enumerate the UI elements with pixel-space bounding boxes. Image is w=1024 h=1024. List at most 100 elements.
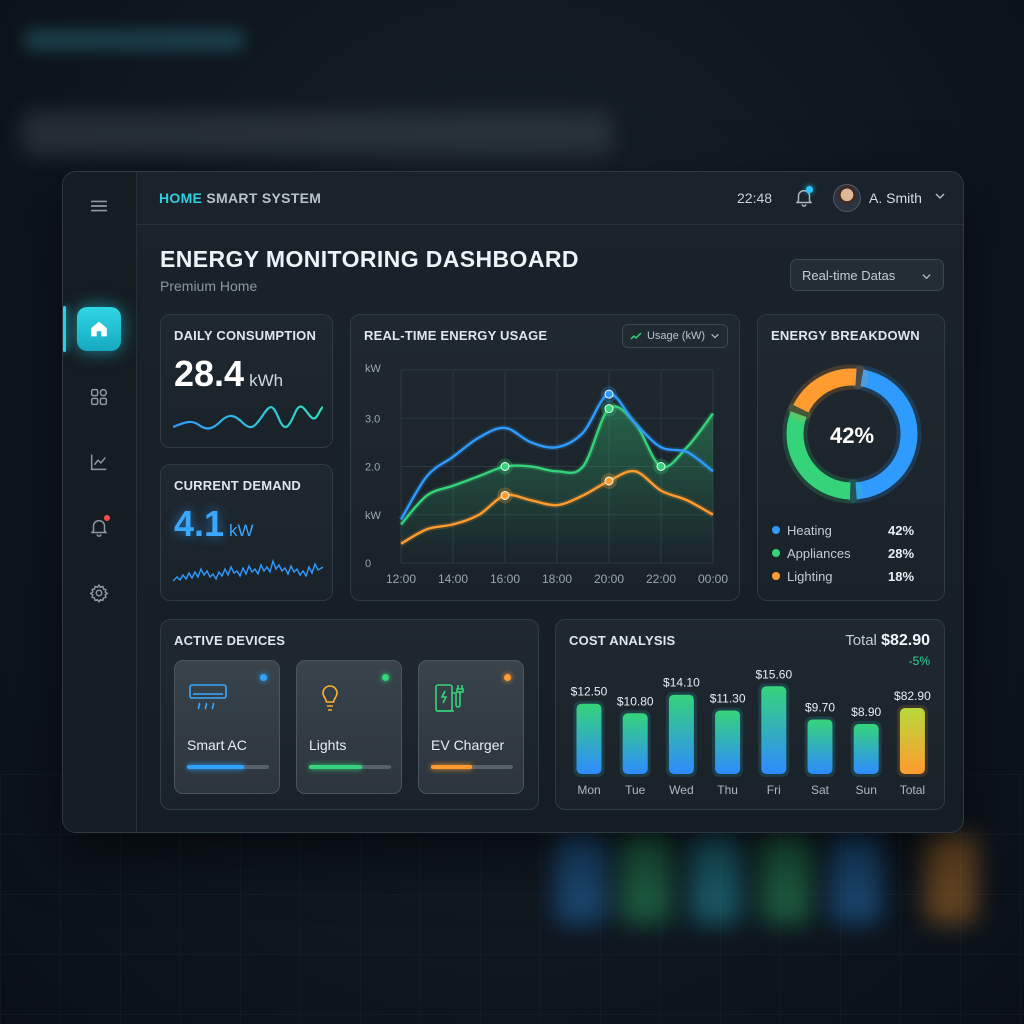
card-title: REAL-TIME ENERGY USAGE bbox=[364, 328, 548, 343]
usage-dropdown[interactable]: Usage (kW) bbox=[621, 324, 728, 348]
device-name: Lights bbox=[309, 737, 347, 753]
sidebar-item-home[interactable] bbox=[77, 307, 121, 351]
brand-logo: HOME SMART SYSTEM bbox=[159, 190, 322, 206]
chevron-down-icon bbox=[711, 333, 719, 339]
chevron-down-icon[interactable] bbox=[934, 190, 946, 202]
user-name[interactable]: A. Smith bbox=[869, 190, 922, 206]
cost-total: Total $82.90 bbox=[845, 632, 930, 649]
avatar[interactable] bbox=[833, 184, 861, 212]
menu-button[interactable] bbox=[79, 186, 119, 226]
donut-slice-lighting bbox=[793, 368, 857, 413]
data-mode-select[interactable]: Real-time Datas bbox=[790, 259, 944, 291]
sidebar-item-notifications[interactable] bbox=[79, 507, 119, 547]
page-title: ENERGY MONITORING DASHBOARD bbox=[160, 246, 579, 272]
donut-center-value: 42% bbox=[829, 423, 875, 448]
apps-icon bbox=[90, 388, 108, 406]
level-track bbox=[431, 765, 513, 769]
bar-wed bbox=[668, 694, 694, 774]
y-tick-label: kW bbox=[365, 510, 382, 522]
y-tick-label: 3.0 bbox=[365, 413, 380, 425]
sidebar-item-settings[interactable] bbox=[79, 573, 119, 613]
x-tick-label: 12:00 bbox=[386, 572, 416, 586]
data-point bbox=[500, 462, 510, 471]
card-title: ACTIVE DEVICES bbox=[174, 633, 286, 648]
bar-category-label: Sat bbox=[811, 783, 830, 797]
device-name: Smart AC bbox=[187, 737, 247, 753]
level-track bbox=[309, 765, 391, 769]
cost-analysis-card: COST ANALYSIS Total $82.90 -5% $12.50 Mon… bbox=[555, 619, 945, 810]
card-title: DAILY CONSUMPTION bbox=[174, 328, 317, 343]
device-name: EV Charger bbox=[431, 737, 505, 753]
sidebar bbox=[63, 172, 137, 832]
legend-dot bbox=[772, 526, 780, 534]
y-axis-label: kW bbox=[365, 363, 382, 375]
x-tick-label: 16:00 bbox=[490, 572, 520, 586]
device-lights[interactable]: Lights bbox=[296, 660, 402, 794]
series-area bbox=[401, 406, 713, 563]
series-line bbox=[399, 392, 714, 521]
bell-icon bbox=[90, 519, 108, 537]
donut-slice-heating bbox=[855, 369, 918, 500]
energy-breakdown-donut bbox=[782, 364, 922, 504]
legend-item-appliances: Appliances bbox=[772, 546, 851, 561]
bulb-icon bbox=[322, 685, 338, 711]
series-line bbox=[400, 469, 714, 545]
realtime-usage-card: REAL-TIME ENERGY USAGE Usage (kW) kW 3.0 2… bbox=[350, 314, 740, 601]
bar-sun bbox=[853, 723, 879, 774]
status-dot bbox=[504, 674, 511, 681]
device-ev-charger[interactable]: EV Charger bbox=[418, 660, 524, 794]
bar-mon bbox=[576, 703, 602, 774]
hamburger-icon bbox=[90, 200, 108, 212]
energy-breakdown-card: ENERGY BREAKDOWN 42% Heating 42% Applian… bbox=[757, 314, 945, 601]
status-dot bbox=[260, 674, 267, 681]
dashboard-window: HOME SMART SYSTEM 22:48 A. Smith ENERGY … bbox=[62, 171, 964, 833]
level-track bbox=[187, 765, 269, 769]
bar-category-label: Total bbox=[900, 783, 925, 797]
demand-sparkline bbox=[173, 558, 323, 582]
cost-change: -5% bbox=[908, 654, 930, 668]
chevron-down-icon bbox=[922, 274, 931, 280]
sidebar-item-devices[interactable] bbox=[79, 377, 119, 417]
data-point bbox=[656, 462, 666, 471]
home-icon bbox=[91, 321, 107, 337]
x-tick-label: 18:00 bbox=[542, 572, 572, 586]
data-point bbox=[604, 389, 614, 399]
daily-consumption-card: DAILY CONSUMPTION 28.4 kWh bbox=[160, 314, 333, 448]
x-tick-label: 00:00 bbox=[698, 572, 728, 586]
usage-dropdown-label: Usage (kW) bbox=[646, 330, 705, 342]
device-smart-ac[interactable]: Smart AC bbox=[174, 660, 280, 794]
active-indicator bbox=[63, 306, 66, 352]
level-fill bbox=[187, 765, 245, 769]
donut-slice-appliances bbox=[786, 411, 851, 500]
bar-tue bbox=[622, 713, 648, 774]
trend-icon bbox=[630, 332, 642, 340]
active-devices-card: ACTIVE DEVICES Smart AC Lights E bbox=[160, 619, 539, 810]
bar-value-label: $82.90 bbox=[894, 689, 931, 703]
bar-value-label: $11.30 bbox=[710, 691, 746, 705]
bar-category-label: Mon bbox=[577, 783, 600, 797]
bar-sat bbox=[807, 719, 833, 774]
bar-category-label: Fri bbox=[767, 783, 781, 797]
bar-category-label: Tue bbox=[625, 783, 646, 797]
sidebar-item-analytics[interactable] bbox=[79, 442, 119, 482]
legend-item-lighting: Lighting bbox=[772, 569, 833, 584]
ev-charger-icon bbox=[435, 684, 464, 712]
bar-value-label: $15.60 bbox=[755, 667, 792, 681]
card-title: CURRENT DEMAND bbox=[174, 478, 302, 493]
legend-value-heating: 42% bbox=[888, 523, 915, 538]
bar-value-label: $14.10 bbox=[663, 676, 700, 690]
x-tick-label: 22:00 bbox=[646, 572, 676, 586]
energy-usage-line-chart: kW 3.0 2.0 kW 0 12:00 14:00 16:00 18:00 20:00 22:0… bbox=[365, 363, 728, 586]
bar-value-label: $12.50 bbox=[571, 685, 608, 699]
gear-icon bbox=[89, 583, 109, 603]
card-title: COST ANALYSIS bbox=[569, 633, 676, 648]
data-point bbox=[604, 404, 614, 414]
data-point bbox=[604, 476, 614, 486]
bar-value-label: $9.70 bbox=[805, 700, 835, 714]
data-point bbox=[500, 490, 510, 500]
bar-category-label: Sun bbox=[856, 783, 877, 797]
daily-consumption-value: 28.4 kWh bbox=[174, 353, 284, 394]
current-demand-value: 4.1 kW bbox=[174, 503, 254, 544]
page-subtitle: Premium Home bbox=[160, 278, 258, 294]
legend-item-heating: Heating bbox=[772, 523, 832, 538]
